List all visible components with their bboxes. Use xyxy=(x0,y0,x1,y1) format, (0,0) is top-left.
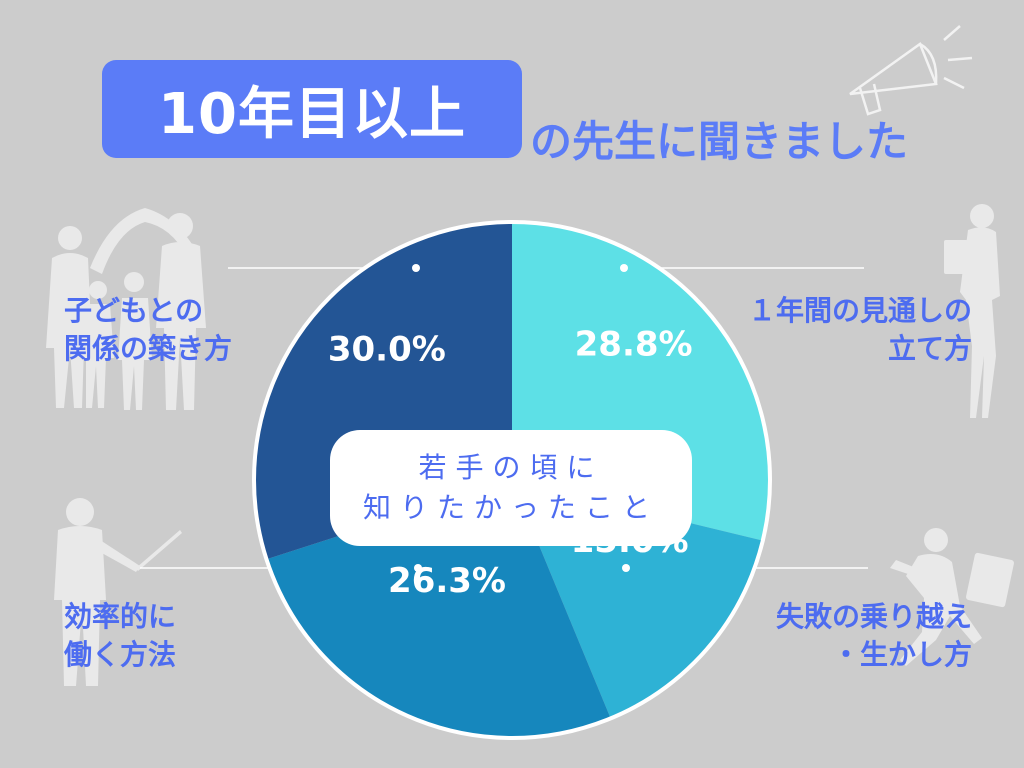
category-label-relationship-line2: 関係の築き方 xyxy=(64,332,233,365)
category-label-year-plan-line2: 立て方 xyxy=(887,332,972,365)
category-label-year-plan: １年間の見通しの 立て方 xyxy=(748,292,972,368)
businesswoman-silhouette xyxy=(944,204,1000,418)
title-text: の先生に聞きました xyxy=(530,117,909,166)
running-man-silhouette xyxy=(890,528,1014,666)
pie-outline xyxy=(252,220,772,740)
category-label-relationship: 子どもとの 関係の築き方 xyxy=(64,292,232,368)
title-highlight-badge: 10年目以上 xyxy=(102,60,522,158)
slice-value-label: 28.8% xyxy=(575,325,693,365)
teacher-pointer-silhouette xyxy=(54,498,182,686)
slice-value-label: 30.0% xyxy=(328,329,446,369)
center-label-line2: 知りたかったこと xyxy=(362,491,659,524)
category-label-efficiency-line2: 働く方法 xyxy=(64,638,177,671)
megaphone-icon xyxy=(849,25,973,116)
leader-dot xyxy=(622,564,630,572)
slice-value-label: 26.3% xyxy=(388,561,506,601)
center-label-line1: 若手の頃に xyxy=(418,451,604,484)
category-label-failure-line1: 失敗の乗り越え xyxy=(775,600,972,633)
leader-dot xyxy=(412,264,420,272)
center-label-box: 若手の頃に 知りたかったこと xyxy=(330,430,692,546)
category-label-failure-line2: ・生かし方 xyxy=(831,638,972,671)
leader-dot xyxy=(620,264,628,272)
category-label-efficiency: 効率的に 働く方法 xyxy=(64,598,176,674)
category-label-efficiency-line1: 効率的に xyxy=(64,600,177,633)
family-silhouette xyxy=(46,208,206,410)
category-label-relationship-line1: 子どもとの xyxy=(64,294,204,327)
leader-dot xyxy=(414,564,422,572)
category-label-failure: 失敗の乗り越え ・生かし方 xyxy=(776,598,972,674)
category-label-year-plan-line1: １年間の見通しの xyxy=(747,294,972,327)
